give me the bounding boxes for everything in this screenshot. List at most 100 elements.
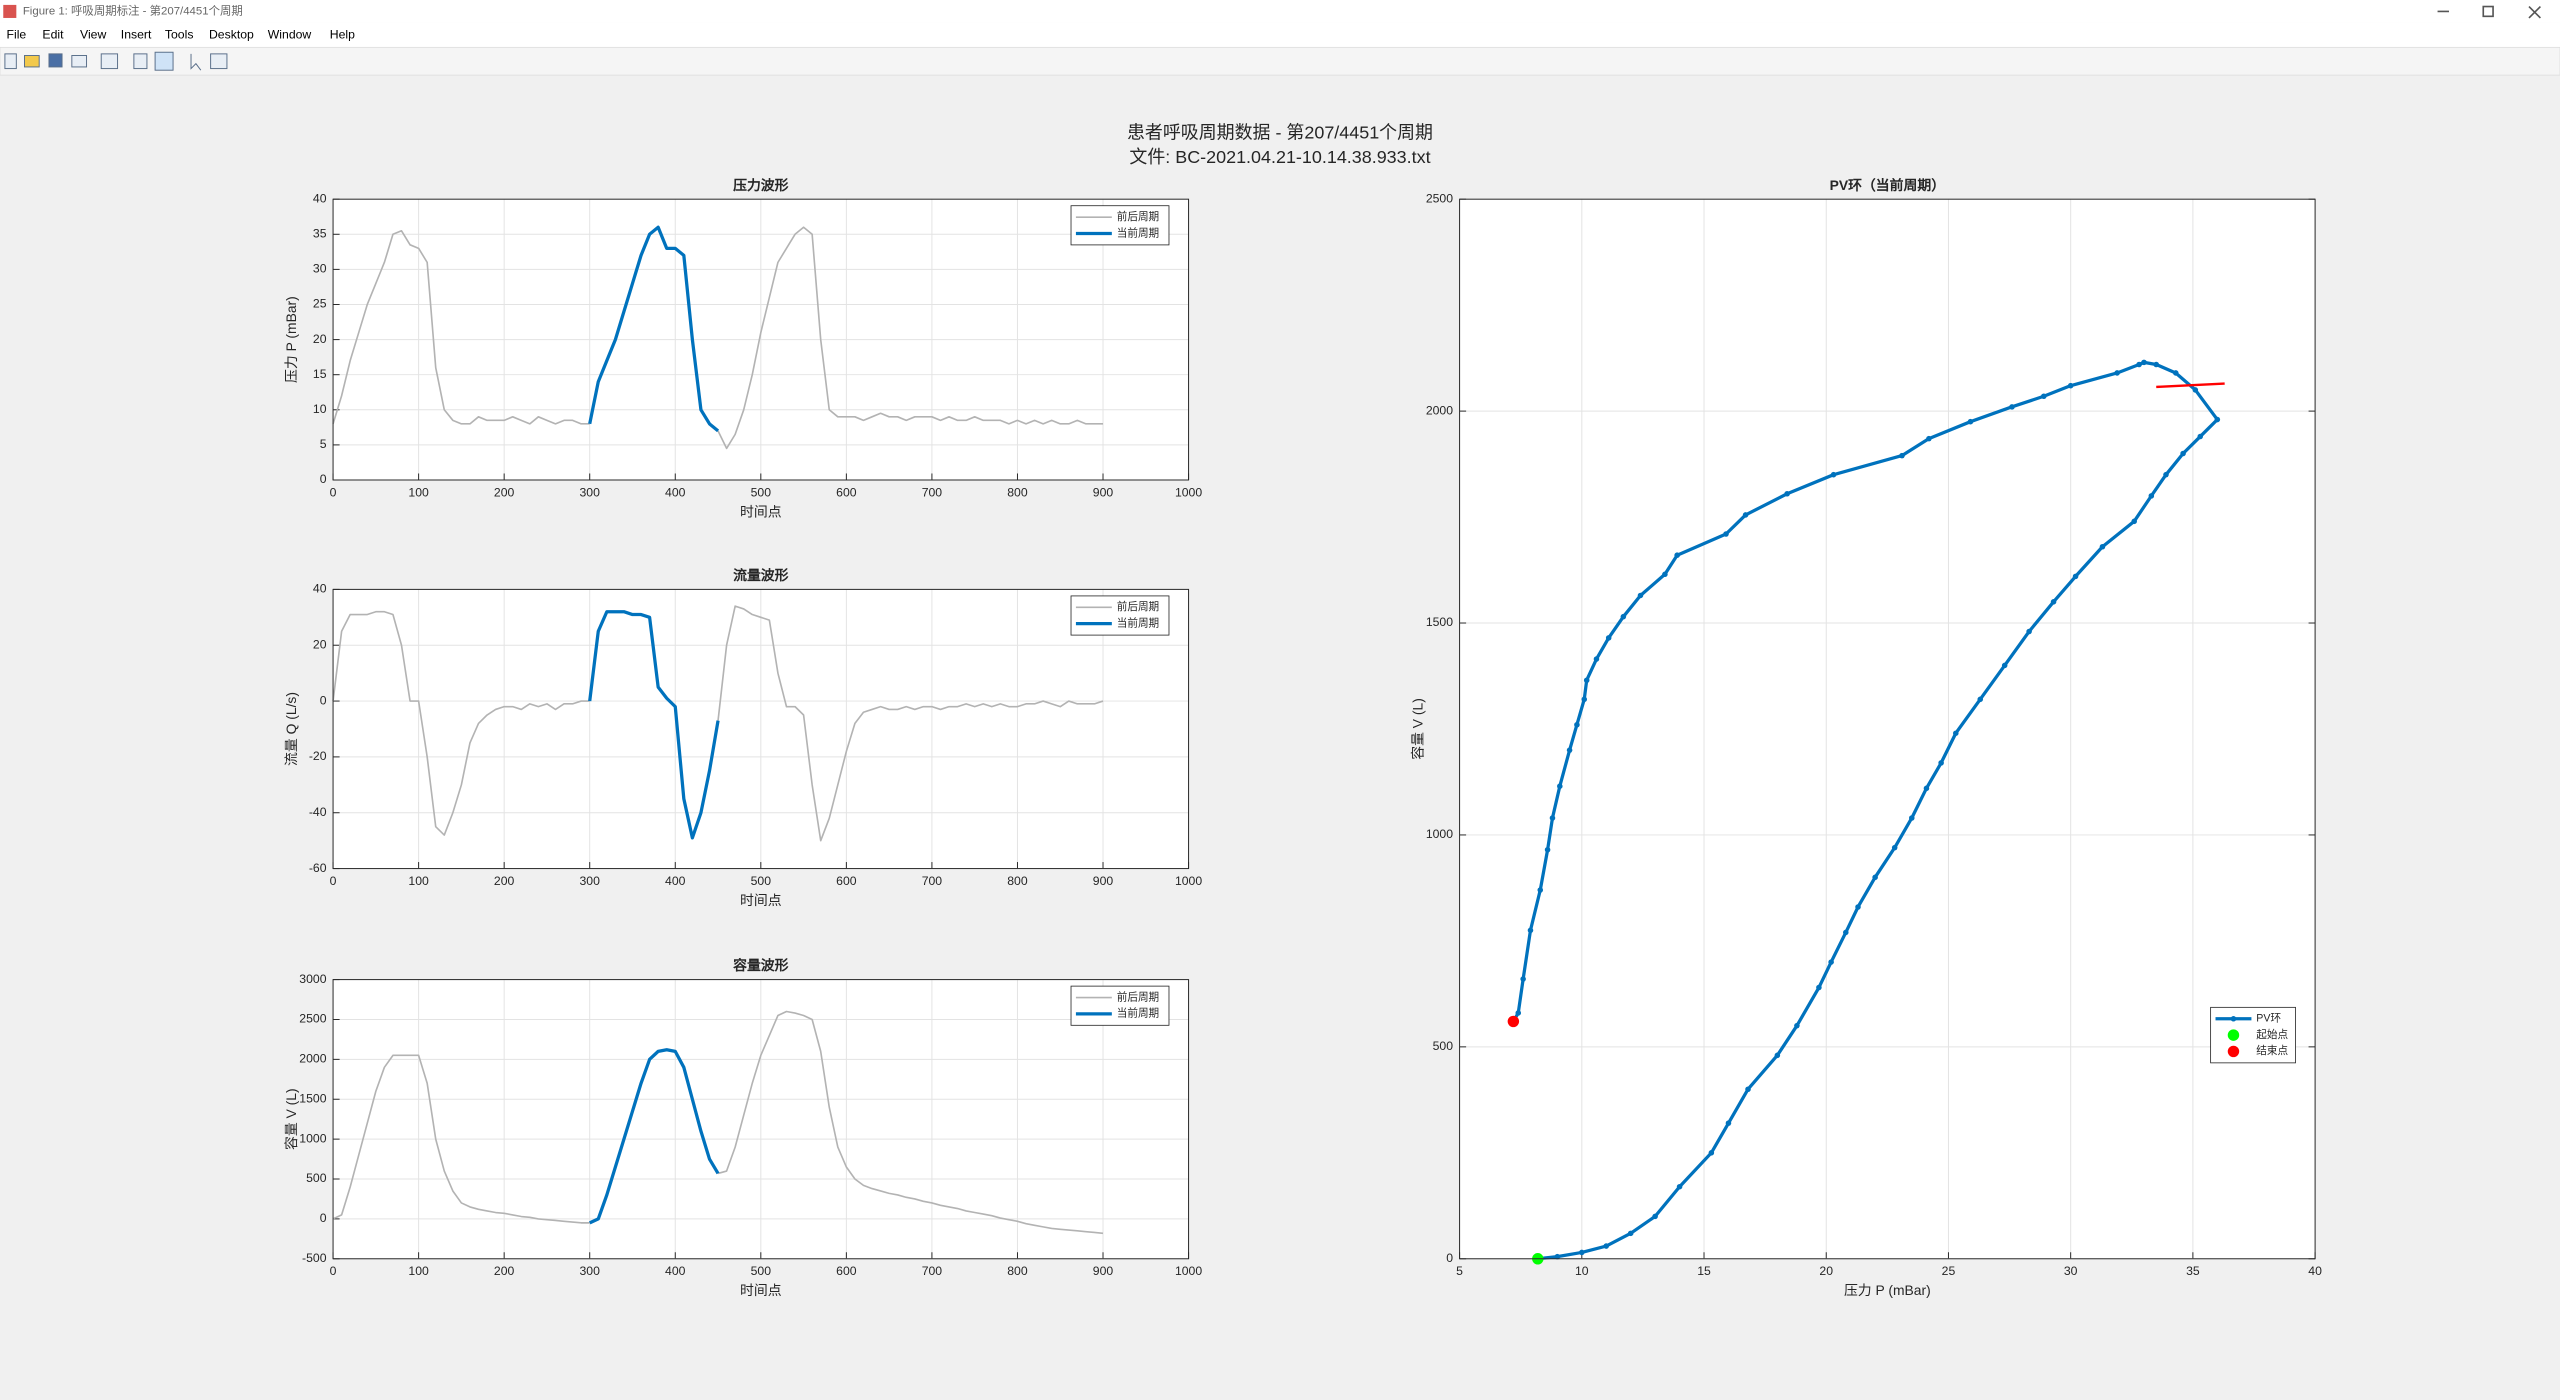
data-point	[1652, 1213, 1658, 1220]
data-point	[1574, 721, 1580, 728]
data-point	[2009, 404, 2015, 410]
y-tick-label: -20	[309, 749, 327, 763]
y-tick-label: 1500	[299, 1091, 326, 1105]
property-icon[interactable]	[154, 51, 174, 71]
menu-item[interactable]: View	[80, 27, 106, 41]
menu-item[interactable]: Tools	[165, 27, 194, 41]
y-tick-label: 5	[320, 437, 327, 451]
data-point	[2072, 573, 2079, 580]
menu-item[interactable]: Insert	[121, 27, 152, 41]
x-axis-label: 时间点	[740, 503, 782, 519]
axes-box	[1459, 198, 2316, 1260]
x-tick-label: 1000	[1175, 1264, 1202, 1278]
new-icon[interactable]	[4, 53, 17, 70]
data-point	[2114, 370, 2120, 376]
y-tick-label: 20	[313, 637, 327, 651]
y-tick-label: 0	[320, 1211, 327, 1225]
data-point	[1742, 512, 1749, 518]
data-point	[1723, 531, 1729, 537]
x-tick-label: 400	[665, 485, 686, 499]
series-line	[589, 1048, 720, 1225]
y-tick-label: 25	[313, 297, 327, 311]
x-tick-label: 100	[408, 1264, 429, 1278]
data-point	[2050, 599, 2057, 605]
x-tick-label: 10	[1575, 1264, 1589, 1278]
chart-title: PV环（当前周期）	[1830, 177, 1946, 193]
x-tick-label: 0	[330, 874, 337, 888]
x-tick-label: 400	[665, 1264, 686, 1278]
plot-area	[1459, 199, 2316, 1259]
y-tick-label: 1500	[1426, 615, 1453, 629]
menu-item[interactable]: Edit	[42, 27, 64, 41]
y-axis-label: 容量 V (L)	[1409, 698, 1425, 760]
y-tick-label: 2000	[1426, 403, 1453, 417]
suptitle: 文件: BC-2021.04.21-10.14.38.933.txt	[1129, 147, 1430, 167]
close-button[interactable]	[2528, 5, 2541, 19]
legend-swatch	[2230, 1016, 2237, 1022]
series-line	[332, 605, 1104, 842]
app-icon	[3, 4, 17, 18]
restore-button[interactable]	[2482, 5, 2494, 18]
y-tick-label: 0	[320, 472, 327, 486]
x-tick-label: 800	[1007, 874, 1028, 888]
x-tick-label: 15	[1697, 1264, 1711, 1278]
data-point	[2099, 543, 2106, 550]
data-point	[2001, 662, 2008, 669]
menu: File Edit View Insert Tools Desktop Window Help	[7, 27, 356, 41]
y-tick-label: 500	[306, 1171, 327, 1185]
data-point	[1923, 785, 1930, 792]
x-tick-label: 40	[2308, 1264, 2322, 1278]
axes-box	[332, 979, 1190, 1260]
legend-box	[1070, 985, 1170, 1026]
legend-label: 当前周期	[1117, 226, 1159, 239]
data-point	[1816, 984, 1822, 991]
legend-box	[1070, 595, 1170, 636]
data-point	[2136, 361, 2142, 368]
legend-label: 当前周期	[1117, 1007, 1159, 1020]
save-icon[interactable]	[48, 53, 63, 68]
menu-item[interactable]: Window	[268, 27, 312, 41]
data-point	[2163, 471, 2169, 478]
data-point	[2180, 450, 2186, 457]
toolbar-icons	[4, 51, 228, 71]
open-icon[interactable]	[24, 55, 40, 68]
data-point	[1938, 760, 1944, 766]
x-tick-label: 1000	[1175, 874, 1202, 888]
series-line	[588, 610, 720, 840]
data-point	[1899, 452, 1905, 459]
x-tick-label: 1000	[1175, 485, 1202, 499]
pointer-icon[interactable]	[190, 53, 202, 71]
x-tick-label: 700	[922, 1264, 943, 1278]
menu-item[interactable]: Desktop	[209, 27, 254, 41]
data-point	[1909, 815, 1915, 821]
print-figure-icon[interactable]	[100, 53, 119, 70]
chart-title: 容量波形	[732, 957, 789, 973]
print-icon[interactable]	[71, 55, 88, 68]
y-tick-label: 15	[313, 367, 327, 381]
y-tick-label: 0	[320, 693, 327, 707]
menu-item[interactable]: File	[7, 27, 27, 41]
y-tick-label: 2500	[1426, 191, 1453, 205]
y-tick-label: 2000	[299, 1052, 326, 1066]
series-line	[1511, 360, 2219, 1261]
axes: 0 100 200 300 400 500 600 700 800 900 1000 0 5 10 15 20…	[283, 177, 1202, 520]
y-tick-label: 40	[313, 191, 327, 205]
x-tick-label: 400	[665, 874, 686, 888]
x-tick-label: 0	[330, 1264, 337, 1278]
x-tick-label: 600	[836, 874, 857, 888]
x-tick-label: 100	[408, 485, 429, 499]
menu-item[interactable]: Help	[330, 27, 355, 41]
legend-label: 结束点	[2256, 1044, 2288, 1057]
y-tick-label: -500	[302, 1251, 327, 1265]
data-point	[2067, 382, 2074, 389]
x-tick-label: 5	[1456, 1264, 1463, 1278]
y-tick-label: 1000	[299, 1131, 326, 1145]
inspector-icon[interactable]	[210, 53, 228, 70]
link-icon[interactable]	[133, 53, 148, 70]
data-point	[1581, 696, 1588, 703]
y-tick-label: 3000	[299, 972, 326, 986]
data-point	[1662, 571, 1668, 578]
x-tick-label: 0	[330, 485, 337, 499]
